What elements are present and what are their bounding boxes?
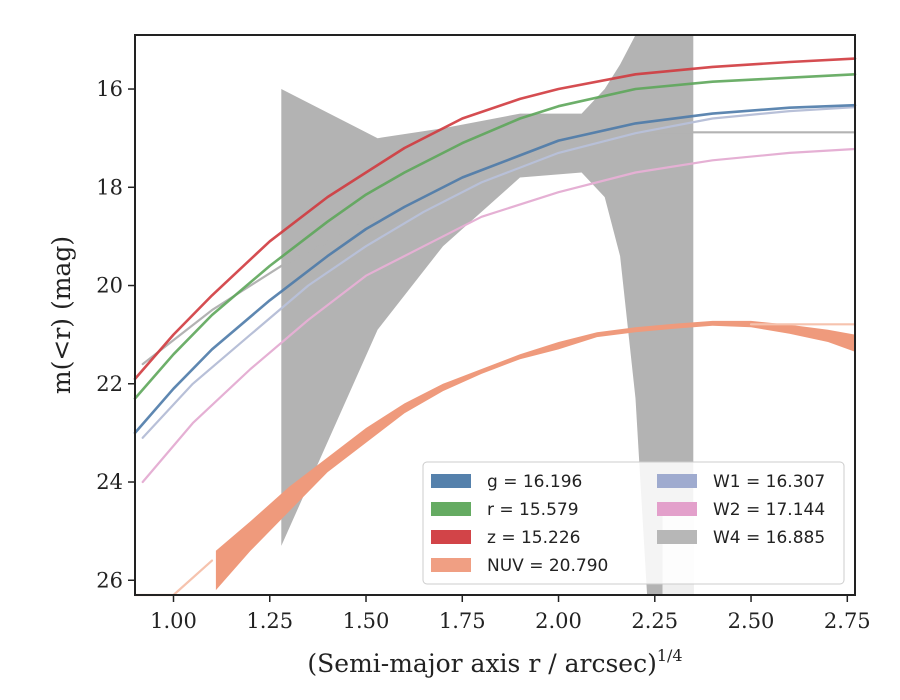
legend-label-6: W4 = 16.885 [713, 528, 825, 548]
y-tick-label-1: 18 [96, 175, 123, 199]
legend-swatch-2 [431, 530, 471, 544]
x-axis-label: (Semi-major axis r / arcsec)1/4 [307, 646, 682, 678]
x-tick-label-6: 2.50 [728, 609, 775, 633]
legend-box [422, 461, 845, 585]
line-r [133, 73, 857, 400]
x-tick-label-2: 1.50 [343, 609, 390, 633]
legend-label-3: NUV = 20.790 [487, 556, 608, 576]
x-tick-label-4: 2.00 [535, 609, 582, 633]
x-tick-label-7: 2.75 [824, 609, 871, 633]
line-z [133, 57, 857, 381]
legend: g = 16.196 r = 15.579 z = 15.226 NUV = 20.7… [422, 461, 845, 585]
plot-frame [134, 34, 856, 596]
x-axis-ticks: 1.00 1.25 1.50 1.75 2.00 2.25 2.50 2.75 [150, 595, 871, 633]
legend-swatch-5 [657, 502, 697, 516]
legend-swatch-3 [431, 558, 471, 572]
legend-label-2: z = 15.226 [487, 528, 580, 548]
lines-layer [133, 57, 857, 435]
x-tick-label-1: 1.25 [246, 609, 293, 633]
y-axis-label: m(<r) (mag) [47, 236, 76, 394]
legend-swatch-0 [431, 474, 471, 488]
x-axis-label-power: 1/4 [657, 646, 683, 665]
legend-entries: g = 16.196 r = 15.579 z = 15.226 NUV = 20.7… [431, 472, 825, 576]
legend-label-0: g = 16.196 [487, 472, 582, 492]
y-axis-ticks: 16 18 20 22 24 26 [96, 77, 135, 592]
legend-label-4: W1 = 16.307 [713, 472, 825, 492]
band-2 [215, 320, 855, 591]
x-axis-label-text: (Semi-major axis r / arcsec) [307, 649, 656, 678]
line-g [133, 103, 857, 435]
legend-swatch-4 [657, 474, 697, 488]
y-tick-label-0: 16 [96, 77, 123, 101]
x-tick-label-0: 1.00 [150, 609, 197, 633]
legend-label-5: W2 = 17.144 [713, 500, 825, 520]
x-tick-label-3: 1.75 [439, 609, 486, 633]
series-line-2 [141, 106, 857, 439]
y-tick-label-2: 20 [96, 274, 123, 298]
band-0 [281, 35, 694, 595]
y-tick-label-3: 22 [96, 372, 123, 396]
x-tick-label-5: 2.25 [631, 609, 678, 633]
legend-swatch-1 [431, 502, 471, 516]
legend-swatch-6 [657, 530, 697, 544]
y-tick-label-4: 24 [96, 470, 123, 494]
y-tick-label-5: 26 [96, 568, 123, 592]
legend-label-1: r = 15.579 [487, 500, 579, 520]
series-line-1 [141, 147, 857, 484]
